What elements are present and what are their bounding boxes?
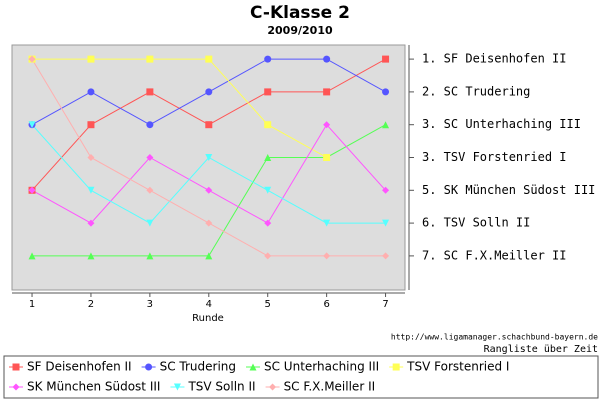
- legend-label: TSV Forstenried I: [406, 360, 509, 374]
- legend-label: SC Trudering: [160, 360, 236, 374]
- data-point: [87, 55, 95, 63]
- caption: Rangliste über Zeit: [484, 344, 598, 355]
- x-tick-label: 6: [323, 299, 329, 310]
- data-point: [264, 219, 272, 227]
- data-point: [146, 219, 154, 227]
- y-tick-label: 5. SK München Südost III: [422, 183, 595, 197]
- data-point: [146, 88, 154, 96]
- data-point: [87, 186, 95, 194]
- data-point: [382, 121, 390, 129]
- data-point: [382, 252, 390, 260]
- legend: [3, 355, 599, 399]
- legend-label: TSV Solln II: [187, 380, 255, 394]
- legend-marker: [12, 383, 20, 391]
- y-tick-label: 3. TSV Forstenried I: [422, 150, 567, 164]
- data-point: [87, 88, 95, 96]
- data-point: [28, 252, 36, 260]
- data-point: [87, 121, 95, 129]
- data-point: [205, 55, 213, 63]
- data-point: [382, 186, 390, 194]
- y-tick-label: 6. TSV Solln II: [422, 216, 530, 230]
- data-point: [28, 186, 36, 194]
- legend-label: SC Unterhaching III: [264, 360, 379, 374]
- x-tick-label: 1: [29, 299, 35, 310]
- data-point: [264, 88, 272, 96]
- y-tick-label: 7. SC F.X.Meiller II: [422, 248, 567, 262]
- x-tick-label: 7: [382, 299, 388, 310]
- legend-marker: [173, 383, 181, 391]
- legend-marker: [145, 363, 153, 371]
- x-axis-label: Runde: [192, 313, 224, 324]
- legend-marker: [392, 363, 400, 371]
- data-point: [323, 88, 331, 96]
- x-tick-label: 3: [147, 299, 153, 310]
- plot-area: [11, 44, 406, 291]
- y-tick-label: 3. SC Unterhaching III: [422, 117, 581, 131]
- data-point: [146, 186, 154, 194]
- data-point: [205, 153, 213, 161]
- data-point: [323, 252, 331, 260]
- legend-label: SC F.X.Meiller II: [284, 380, 376, 394]
- series-line: [32, 58, 327, 158]
- data-point: [205, 252, 213, 260]
- data-point: [28, 55, 36, 63]
- data-point: [264, 186, 272, 194]
- x-tick-label: 2: [88, 299, 94, 310]
- data-point: [382, 88, 390, 96]
- data-point: [264, 55, 272, 63]
- legend-marker: [249, 363, 257, 371]
- x-tick-label: 5: [265, 299, 271, 310]
- data-point: [264, 121, 272, 129]
- data-point: [146, 153, 154, 161]
- source-url: http://www.ligamanager.schachbund-bayern…: [391, 333, 598, 342]
- y-tick-label: 1. SF Deisenhofen II: [422, 52, 567, 66]
- chart-title: C-Klasse 2: [250, 3, 350, 23]
- data-point: [146, 121, 154, 129]
- data-point: [205, 219, 213, 227]
- legend-marker: [12, 363, 20, 371]
- data-point: [382, 219, 390, 227]
- data-point: [205, 88, 213, 96]
- data-point: [205, 121, 213, 129]
- data-point: [382, 55, 390, 63]
- data-point: [28, 121, 36, 129]
- legend-label: SK München Südost III: [27, 380, 160, 394]
- data-point: [323, 219, 331, 227]
- data-point: [323, 153, 331, 161]
- data-point: [146, 55, 154, 63]
- data-point: [323, 121, 331, 129]
- chart-subtitle: 2009/2010: [267, 24, 333, 37]
- legend-label: SF Deisenhofen II: [27, 360, 132, 374]
- legend-marker: [269, 383, 277, 391]
- data-point: [323, 55, 331, 63]
- data-point: [264, 252, 272, 260]
- data-point: [205, 186, 213, 194]
- y-tick-label: 2. SC Trudering: [422, 84, 530, 98]
- data-point: [87, 219, 95, 227]
- data-point: [146, 252, 154, 260]
- x-tick-label: 4: [206, 299, 212, 310]
- data-point: [87, 153, 95, 161]
- data-point: [264, 153, 272, 161]
- data-point: [87, 252, 95, 260]
